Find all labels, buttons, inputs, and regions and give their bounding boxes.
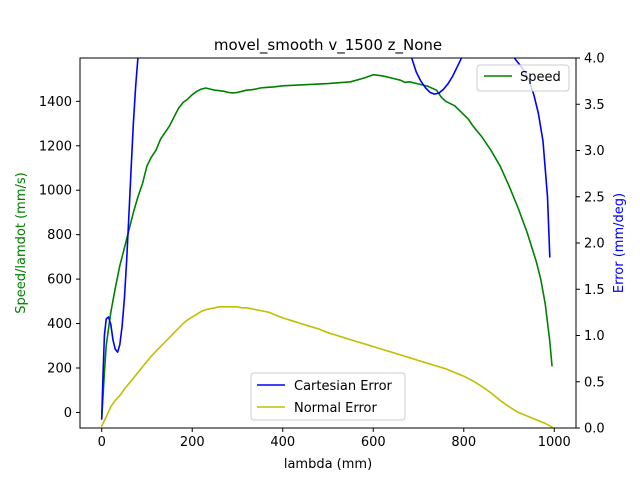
x-tick-label: 1000	[538, 435, 571, 450]
y-right-tick-label: 4.0	[584, 52, 605, 67]
y-left-tick-label: 600	[47, 273, 72, 288]
y-right-tick-label: 2.0	[584, 237, 605, 252]
series-line-normal-error	[100, 306, 553, 428]
y-axis-label-left: Speed/lamdot (mm/s)	[14, 172, 29, 313]
x-tick-label: 600	[361, 435, 386, 450]
x-tick-label: 800	[451, 435, 476, 450]
y-right-tick-label: 1.0	[584, 329, 605, 344]
x-tick-label: 400	[270, 435, 295, 450]
legend-errors: Cartesian Error Normal Error	[250, 372, 406, 421]
series-line-cartesian-error	[100, 58, 551, 420]
y-left-tick-label: 0	[64, 406, 72, 421]
y-left-tick-label: 400	[47, 317, 72, 332]
y-left-tick-label: 1000	[39, 184, 72, 199]
y-right-tick-label: 0.0	[584, 422, 605, 437]
chart-title: movel_smooth v_1500 z_None	[214, 36, 442, 55]
y-left-tick-label: 800	[47, 228, 72, 243]
x-tick-label: 0	[98, 435, 106, 450]
y-right-tick-label: 2.5	[584, 190, 605, 205]
x-axis-label: lambda (mm)	[284, 457, 372, 472]
y-left-tick-label: 200	[47, 362, 72, 377]
y-right-tick-label: 3.0	[584, 144, 605, 159]
y-left-tick-label: 1200	[39, 139, 72, 154]
ticks-layer: 0 200 400 600 800 1000 0 200 400 600 800 1000 1200 14…	[39, 52, 605, 451]
y-right-tick-label: 1.5	[584, 283, 605, 298]
legend-label-speed: Speed	[520, 70, 561, 85]
series-layer	[100, 58, 553, 428]
legend-label-cartesian: Cartesian Error	[294, 379, 393, 394]
series-line-speed	[100, 73, 553, 420]
y-left-tick-label: 1400	[39, 95, 72, 110]
y-right-tick-label: 0.5	[584, 375, 605, 390]
x-tick-label: 200	[180, 435, 205, 450]
y-axis-label-right: Error (mm/deg)	[612, 193, 627, 293]
legend-speed: Speed	[476, 64, 570, 92]
plot-frame	[79, 57, 577, 429]
y-right-tick-label: 3.5	[584, 98, 605, 113]
legend-errors-box	[250, 372, 406, 421]
legend-label-normal: Normal Error	[294, 401, 378, 416]
legend-speed-box	[476, 64, 570, 92]
